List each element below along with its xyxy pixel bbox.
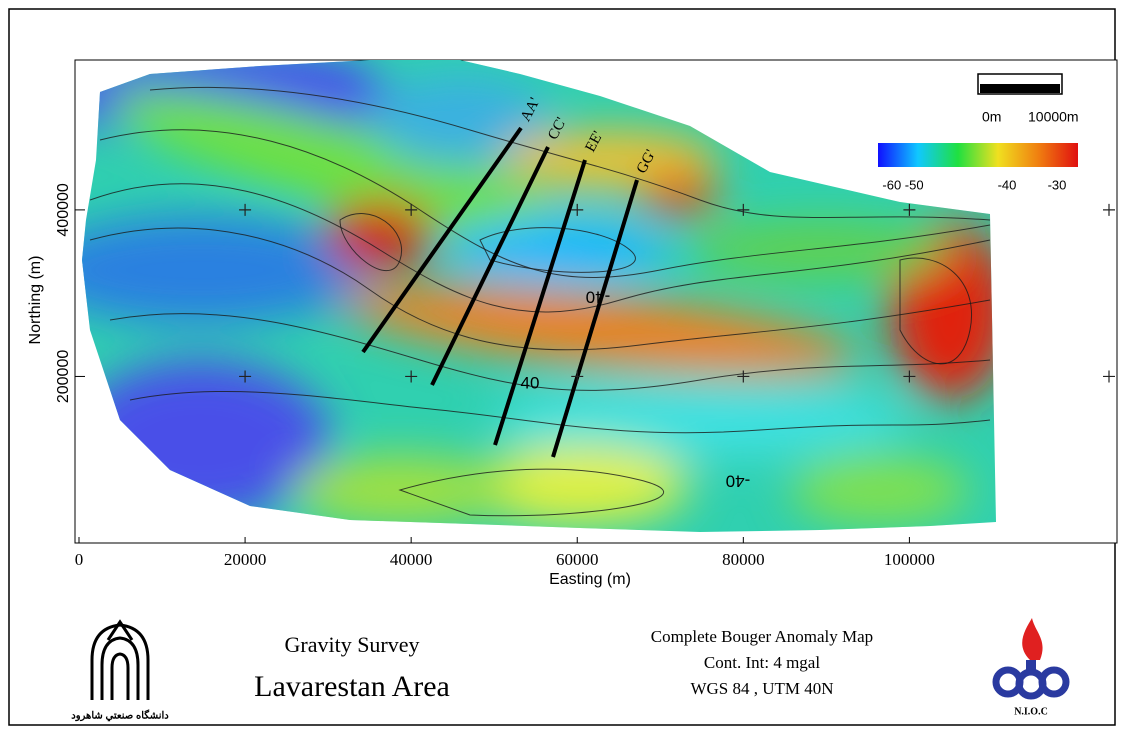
contour-label: -40 (726, 472, 751, 491)
colorbar (878, 143, 1078, 167)
scale-label: 0m (982, 109, 1001, 125)
map-title: Complete Bouger Anomaly Map (651, 627, 873, 646)
contour-label: -40 (586, 288, 611, 307)
x-axis-label: Easting (m) (549, 571, 631, 588)
contour-interval: Cont. Int: 4 mgal (704, 653, 820, 672)
university-logo (92, 622, 148, 700)
colorbar-label: -60 -50 (882, 177, 923, 192)
y-tick-label: 200000 (55, 350, 72, 403)
x-tick-label: 40000 (390, 550, 433, 569)
x-tick-label: 60000 (556, 550, 599, 569)
projection: WGS 84 , UTM 40N (690, 679, 833, 698)
contour-label: 40 (521, 373, 540, 392)
university-name: دانشگاه صنعتي شاهرود (71, 709, 169, 722)
y-axis-label: Northing (m) (27, 256, 44, 345)
company-name: N.I.O.C (1014, 706, 1048, 717)
x-tick-label: 80000 (722, 550, 765, 569)
nioc-logo (996, 618, 1066, 696)
colorbar-label: -40 (998, 177, 1017, 192)
colorbar-label: -30 (1048, 177, 1067, 192)
scale-label: 10000m (1028, 109, 1079, 125)
x-tick-label: 100000 (884, 550, 935, 569)
x-tick-label: 20000 (224, 550, 267, 569)
y-tick-label: 400000 (55, 183, 72, 236)
x-tick-label: 0 (75, 550, 84, 569)
area-title: Lavarestan Area (254, 670, 450, 703)
figure: AA'CC'EE'GG' 020000400006000080000100000… (0, 0, 1123, 733)
scale-bar (980, 84, 1060, 93)
survey-title: Gravity Survey (284, 632, 419, 657)
